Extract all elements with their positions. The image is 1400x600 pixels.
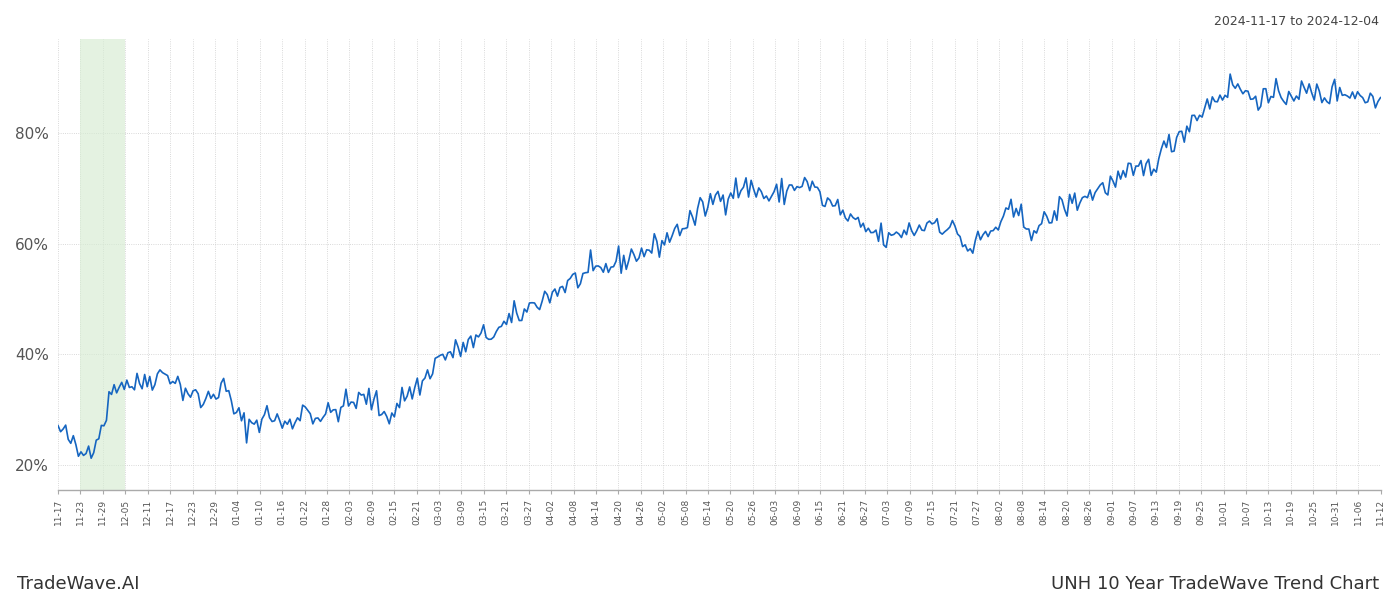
Text: 2024-11-17 to 2024-12-04: 2024-11-17 to 2024-12-04 (1214, 15, 1379, 28)
Bar (80, 39, 125, 490)
Text: TradeWave.AI: TradeWave.AI (17, 575, 140, 593)
Text: UNH 10 Year TradeWave Trend Chart: UNH 10 Year TradeWave Trend Chart (1051, 575, 1379, 593)
